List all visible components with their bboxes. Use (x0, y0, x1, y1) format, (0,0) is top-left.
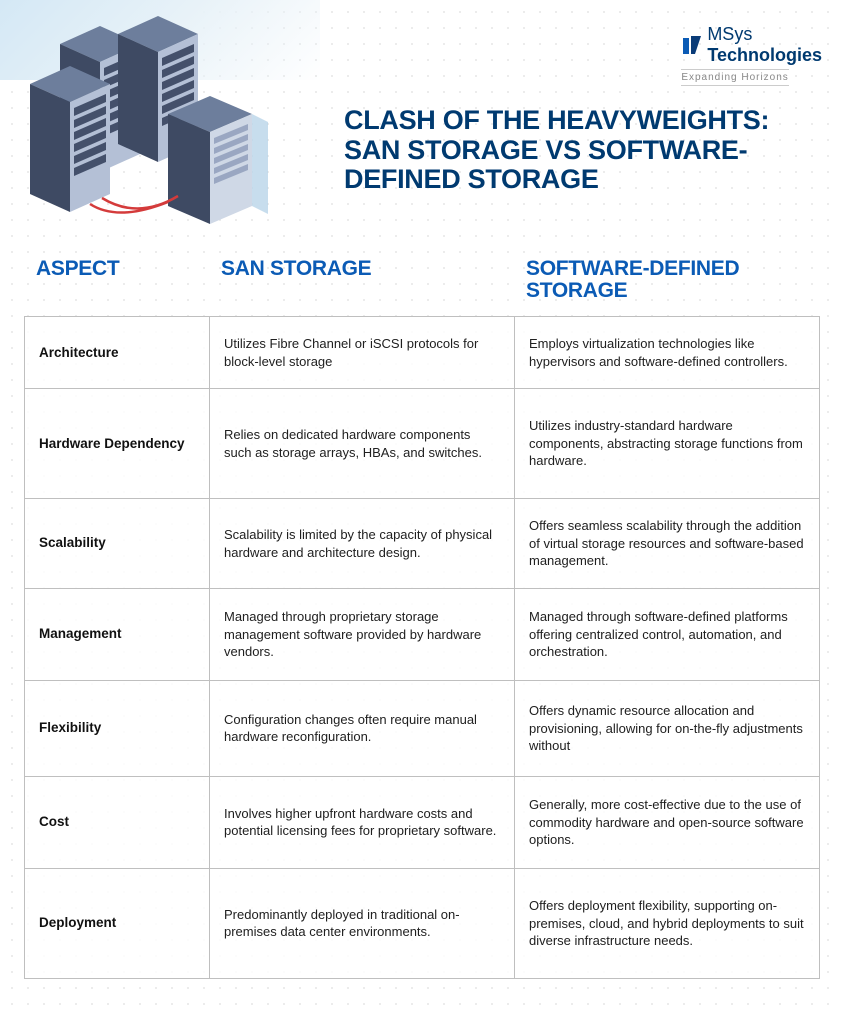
brand-mark-icon (681, 34, 703, 56)
sds-cell: Employs virtualization technologies like… (515, 317, 820, 389)
sds-cell: Offers seamless scalability through the … (515, 499, 820, 589)
san-cell: Scalability is limited by the capacity o… (210, 499, 515, 589)
logo-bar2 (691, 36, 701, 54)
page-title: CLASH OF THE HEAVYWEIGHTS: SAN STORAGE V… (344, 106, 822, 195)
aspect-cell: Architecture (25, 317, 210, 389)
column-header-aspect: ASPECT (24, 258, 209, 308)
aspect-cell: Deployment (25, 868, 210, 978)
comparison-table: ASPECT SAN STORAGE SOFTWARE-DEFINED STOR… (24, 258, 818, 979)
cables (90, 196, 178, 213)
table-row: CostInvolves higher upfront hardware cos… (25, 776, 820, 868)
table-row: ManagementManaged through proprietary st… (25, 588, 820, 680)
aspect-cell: Management (25, 588, 210, 680)
server-rack-3 (30, 66, 110, 212)
san-cell: Involves higher upfront hardware costs a… (210, 776, 515, 868)
aspect-cell: Flexibility (25, 680, 210, 776)
brand-tagline: Expanding Horizons (681, 69, 789, 86)
san-cell: Utilizes Fibre Channel or iSCSI protocol… (210, 317, 515, 389)
brand-name-2: Technologies (707, 45, 822, 65)
table-row: ArchitectureUtilizes Fibre Channel or iS… (25, 317, 820, 389)
san-cell: Predominantly deployed in traditional on… (210, 868, 515, 978)
sds-cell: Managed through software-defined platfor… (515, 588, 820, 680)
sds-cell: Offers dynamic resource allocation and p… (515, 680, 820, 776)
table-row: Hardware DependencyRelies on dedicated h… (25, 389, 820, 499)
aspect-cell: Cost (25, 776, 210, 868)
logo-bar1 (683, 38, 689, 54)
table-row: ScalabilityScalability is limited by the… (25, 499, 820, 589)
aspect-cell: Scalability (25, 499, 210, 589)
sds-cell: Offers deployment flexibility, supportin… (515, 868, 820, 978)
san-cell: Managed through proprietary storage mana… (210, 588, 515, 680)
sds-cell: Utilizes industry-standard hardware comp… (515, 389, 820, 499)
aspect-cell: Hardware Dependency (25, 389, 210, 499)
server-cabinet-open (168, 96, 268, 224)
san-cell: Configuration changes often require manu… (210, 680, 515, 776)
column-header-sds: SOFTWARE-DEFINED STORAGE (514, 258, 819, 308)
table-row: DeploymentPredominantly deployed in trad… (25, 868, 820, 978)
san-cell: Relies on dedicated hardware components … (210, 389, 515, 499)
table-row: FlexibilityConfiguration changes often r… (25, 680, 820, 776)
brand-logo: MSys Technologies Expanding Horizons (681, 24, 822, 86)
column-header-san: SAN STORAGE (209, 258, 514, 308)
servers-illustration (18, 14, 268, 224)
sds-cell: Generally, more cost-effective due to th… (515, 776, 820, 868)
brand-name-1: MSys (707, 24, 752, 44)
